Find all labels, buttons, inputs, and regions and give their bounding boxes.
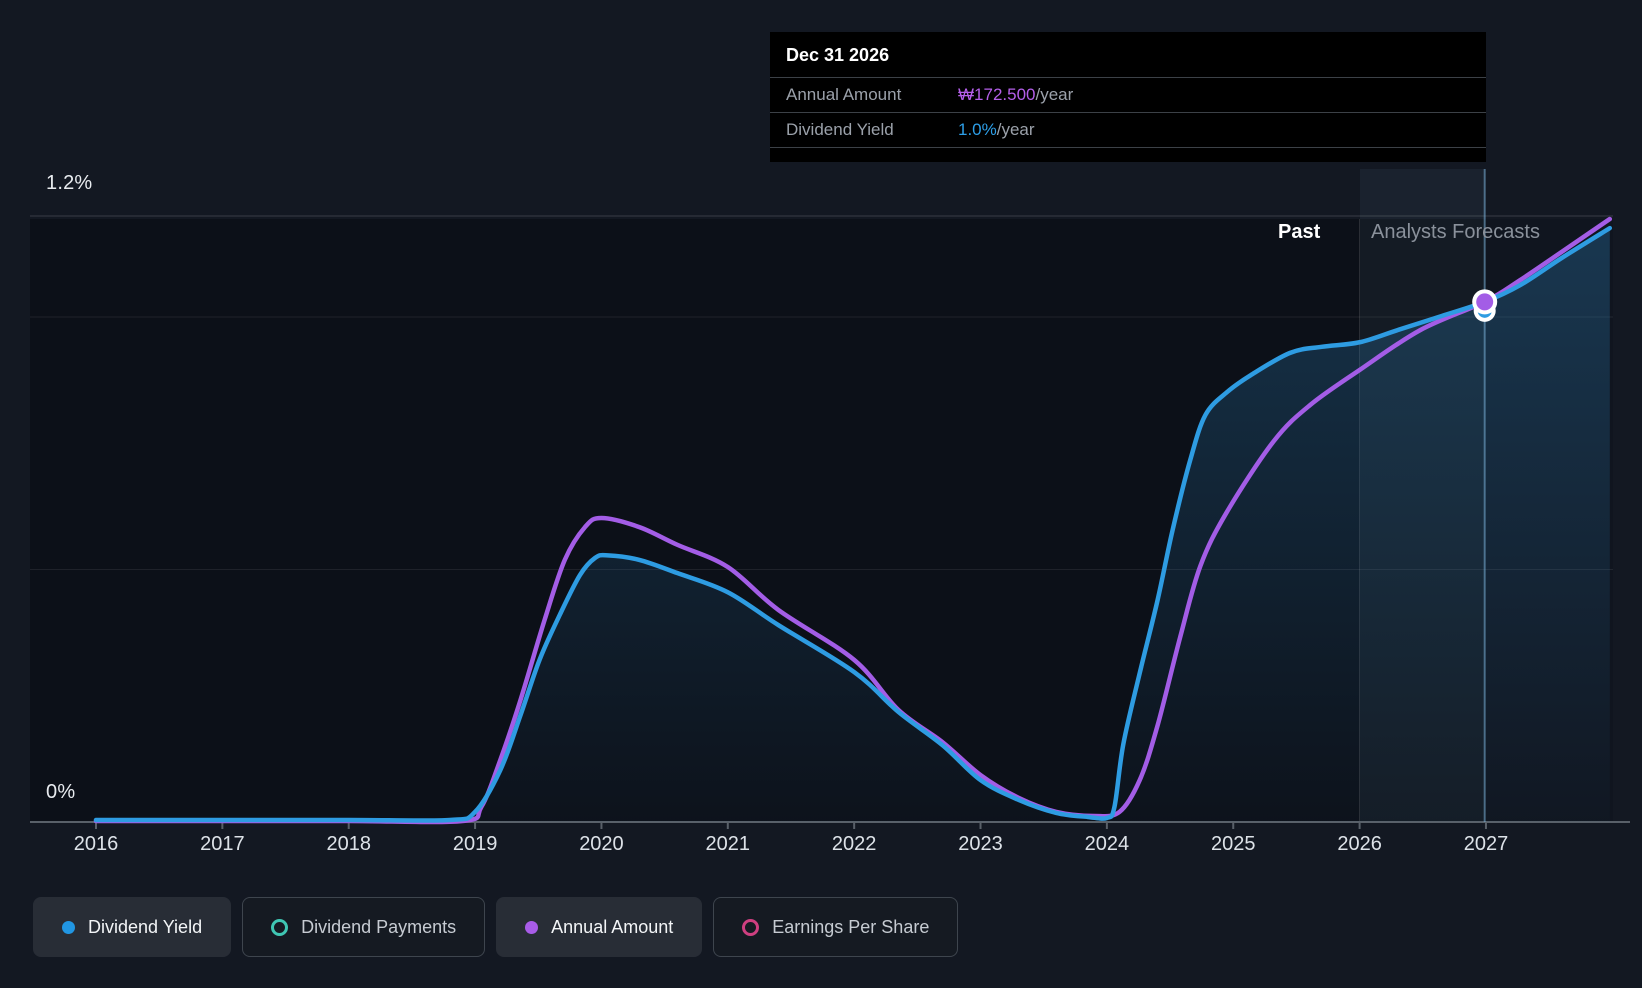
- y-axis-top-label: 1.2%: [46, 172, 93, 194]
- x-axis-label-2024: 2024: [1084, 833, 1130, 855]
- tooltip-value: ₩172.500: [958, 85, 1036, 104]
- dividend-yield-area-fill: [96, 228, 1610, 822]
- tooltip-value-suffix: /year: [996, 120, 1035, 139]
- x-axis-label-2020: 2020: [579, 833, 624, 855]
- legend-label: Dividend Payments: [301, 916, 457, 937]
- tooltip-label: Annual Amount: [786, 85, 902, 104]
- dividend-yield-line[interactable]: [93, 225, 1613, 823]
- x-axis-label-2018: 2018: [326, 833, 371, 855]
- x-axis-label-2016: 2016: [73, 833, 119, 855]
- legend-label: Annual Amount: [551, 916, 674, 937]
- legend-label: Dividend Yield: [88, 916, 203, 937]
- x-axis-label-2017: 2017: [200, 833, 245, 855]
- annual-amount-marker[interactable]: [1476, 293, 1494, 311]
- legend-label: Earnings Per Share: [772, 916, 930, 937]
- chart-tooltip: Dec 31 2026 Annual Amount ₩172.500 /year…: [770, 32, 1486, 162]
- y-axis-bottom-label: 0%: [46, 781, 76, 803]
- analysts-forecasts-zone-label: Analysts Forecasts: [1371, 221, 1540, 243]
- legend-dot-icon: [525, 920, 539, 934]
- x-axis-label-2023: 2023: [958, 833, 1003, 855]
- annual-amount-line[interactable]: [93, 216, 1613, 825]
- legend-item-dividend-yield[interactable]: Dividend Yield: [33, 897, 232, 957]
- x-axis-label-2026: 2026: [1337, 833, 1382, 855]
- tooltip-label: Dividend Yield: [786, 120, 894, 139]
- tooltip-row-dividend-yield: Dividend Yield 1.0% /year: [770, 113, 1486, 148]
- tooltip-row-annual-amount: Annual Amount ₩172.500 /year: [770, 78, 1486, 113]
- x-axis-label-2019: 2019: [452, 833, 498, 855]
- x-axis-label-2027: 2027: [1463, 833, 1509, 855]
- past-zone-label: Past: [1278, 221, 1321, 243]
- x-axis-label-2021: 2021: [705, 833, 751, 855]
- x-axis-label-2022: 2022: [831, 833, 877, 855]
- legend-dot-icon: [62, 920, 75, 934]
- legend-item-annual-amount[interactable]: Annual Amount: [496, 897, 703, 957]
- x-axis-label-2025: 2025: [1210, 833, 1256, 855]
- chart-legend: Dividend Yield Dividend Payments Annual Am…: [33, 897, 959, 957]
- legend-ring-icon: [271, 918, 289, 936]
- legend-ring-icon: [742, 918, 760, 936]
- tooltip-date: Dec 31 2026: [770, 32, 1486, 78]
- tooltip-value: 1.0%: [958, 120, 997, 139]
- tooltip-value-suffix: /year: [1035, 85, 1074, 104]
- legend-item-dividend-payments[interactable]: Dividend Payments: [242, 897, 486, 957]
- legend-item-earnings-per-share[interactable]: Earnings Per Share: [713, 897, 959, 957]
